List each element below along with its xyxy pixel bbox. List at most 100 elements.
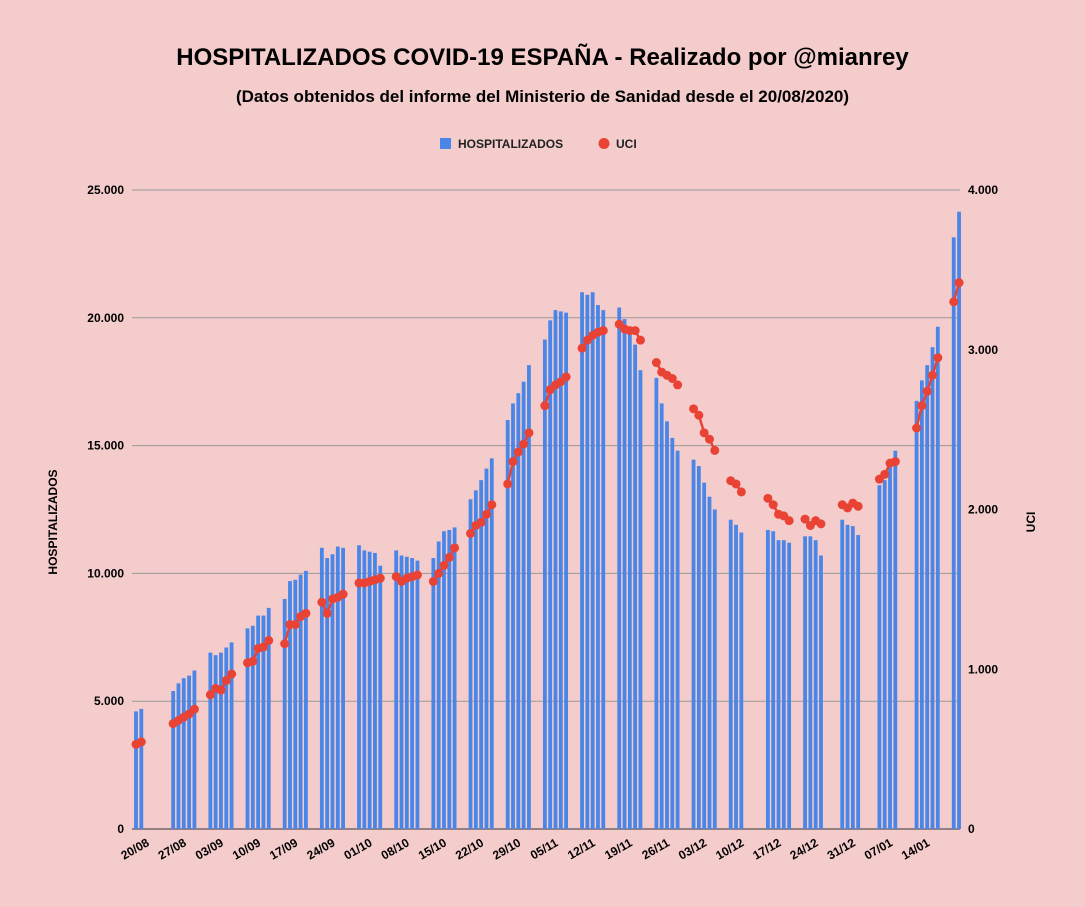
bar-hospitalizados: [596, 305, 600, 829]
point-uci: [476, 517, 486, 527]
point-uci: [922, 386, 932, 396]
point-uci: [444, 552, 454, 562]
bar-hospitalizados: [819, 555, 823, 829]
x-tick-label: 26/11: [639, 835, 672, 862]
bar-hospitalizados: [888, 459, 892, 829]
bar-hospitalizados: [192, 670, 197, 829]
point-uci: [928, 370, 937, 380]
point-uci: [853, 501, 863, 511]
bar-hospitalizados: [171, 690, 176, 829]
bar-hospitalizados: [893, 450, 898, 829]
bar-hospitalizados: [516, 393, 521, 829]
bar-hospitalizados: [654, 377, 659, 829]
bar-hospitalizados: [410, 558, 415, 829]
y-tick-right: 4.000: [968, 183, 998, 197]
point-uci: [503, 479, 513, 489]
point-uci: [290, 620, 300, 630]
x-tick-label: 27/08: [156, 835, 189, 862]
bar-hospitalizados: [813, 540, 818, 829]
point-uci: [375, 573, 385, 583]
bar-hospitalizados: [840, 519, 845, 829]
bar-hospitalizados: [808, 536, 813, 829]
bar-hospitalizados: [229, 642, 234, 829]
x-tick-label: 12/11: [565, 835, 598, 862]
legend: HOSPITALIZADOS UCI: [440, 137, 637, 151]
point-uci: [540, 401, 550, 411]
point-uci: [248, 656, 258, 666]
x-tick-label: 03/12: [676, 835, 709, 862]
x-tick-label: 01/10: [342, 835, 375, 862]
bar-hospitalizados: [176, 683, 181, 829]
bar-hospitalizados: [394, 550, 399, 829]
point-uci: [264, 635, 274, 645]
bar-hospitalizados: [266, 607, 271, 829]
bar-hospitalizados: [378, 565, 383, 829]
point-uci: [322, 608, 332, 618]
bar-hospitalizados: [734, 524, 738, 829]
bar-hospitalizados: [728, 519, 733, 829]
bar-hospitalizados: [208, 652, 213, 829]
legend-label-hospitalizados: HOSPITALIZADOS: [458, 137, 563, 151]
bar-hospitalizados: [288, 581, 292, 829]
bar-hospitalizados: [850, 526, 855, 829]
bar-hospitalizados: [627, 333, 632, 829]
point-uci: [301, 608, 311, 618]
point-uci: [519, 439, 529, 449]
bar-hospitalizados: [739, 532, 744, 829]
x-tick-label: 10/12: [713, 835, 746, 862]
bar-hospitalizados: [335, 546, 340, 829]
point-uci: [768, 500, 778, 510]
bar-hospitalizados: [803, 536, 807, 829]
x-tick-label: 08/10: [379, 835, 412, 862]
bar-hospitalizados: [245, 628, 250, 829]
point-uci: [917, 401, 927, 411]
bar-hospitalizados: [702, 482, 707, 829]
point-uci: [763, 493, 773, 503]
bar-hospitalizados: [282, 598, 287, 829]
point-uci: [667, 374, 677, 384]
point-uci: [216, 685, 226, 695]
bar-hospitalizados: [691, 459, 696, 829]
bar-hospitalizados: [505, 420, 510, 829]
point-uci: [731, 479, 741, 489]
point-uci: [699, 428, 709, 438]
bar-hospitalizados: [696, 466, 701, 829]
bar-hospitalizados: [399, 555, 404, 829]
y-tick-right: 2.000: [968, 503, 998, 517]
x-tick-label: 07/01: [862, 835, 895, 862]
bar-hospitalizados: [542, 339, 547, 829]
bar-hospitalizados: [293, 579, 298, 829]
bar-hospitalizados: [930, 347, 935, 829]
bar-hospitalizados: [489, 458, 494, 829]
bar-hospitalizados: [134, 711, 138, 829]
bar-hospitalizados: [914, 400, 919, 829]
x-tick-label: 14/01: [899, 835, 932, 862]
y-tick-left: 10.000: [87, 566, 124, 580]
bar-hospitalizados: [665, 421, 669, 829]
point-uci: [280, 639, 290, 649]
y-tick-left: 0: [117, 822, 124, 836]
point-uci: [428, 576, 438, 586]
bar-hospitalizados: [404, 556, 409, 829]
point-uci: [450, 543, 460, 553]
bar-hospitalizados: [373, 552, 377, 829]
bar-hospitalizados: [261, 615, 266, 829]
bar-hospitalizados: [357, 545, 361, 829]
point-uci: [481, 509, 491, 519]
point-uci: [412, 570, 422, 580]
point-uci: [561, 372, 571, 382]
point-uci: [524, 428, 534, 438]
point-uci: [710, 445, 720, 455]
point-uci: [227, 669, 237, 679]
bar-hospitalizados: [479, 480, 484, 829]
point-uci: [890, 457, 900, 467]
bar-hospitalizados: [585, 294, 590, 829]
bar-hospitalizados: [877, 485, 882, 829]
x-tick-label: 10/09: [230, 835, 263, 862]
bar-hospitalizados: [319, 547, 324, 829]
bar-hospitalizados: [675, 450, 680, 829]
bar-hospitalizados: [484, 468, 489, 829]
bar-hospitalizados: [638, 370, 643, 829]
bar-hospitalizados: [250, 625, 255, 829]
bar-hospitalizados: [367, 551, 372, 829]
